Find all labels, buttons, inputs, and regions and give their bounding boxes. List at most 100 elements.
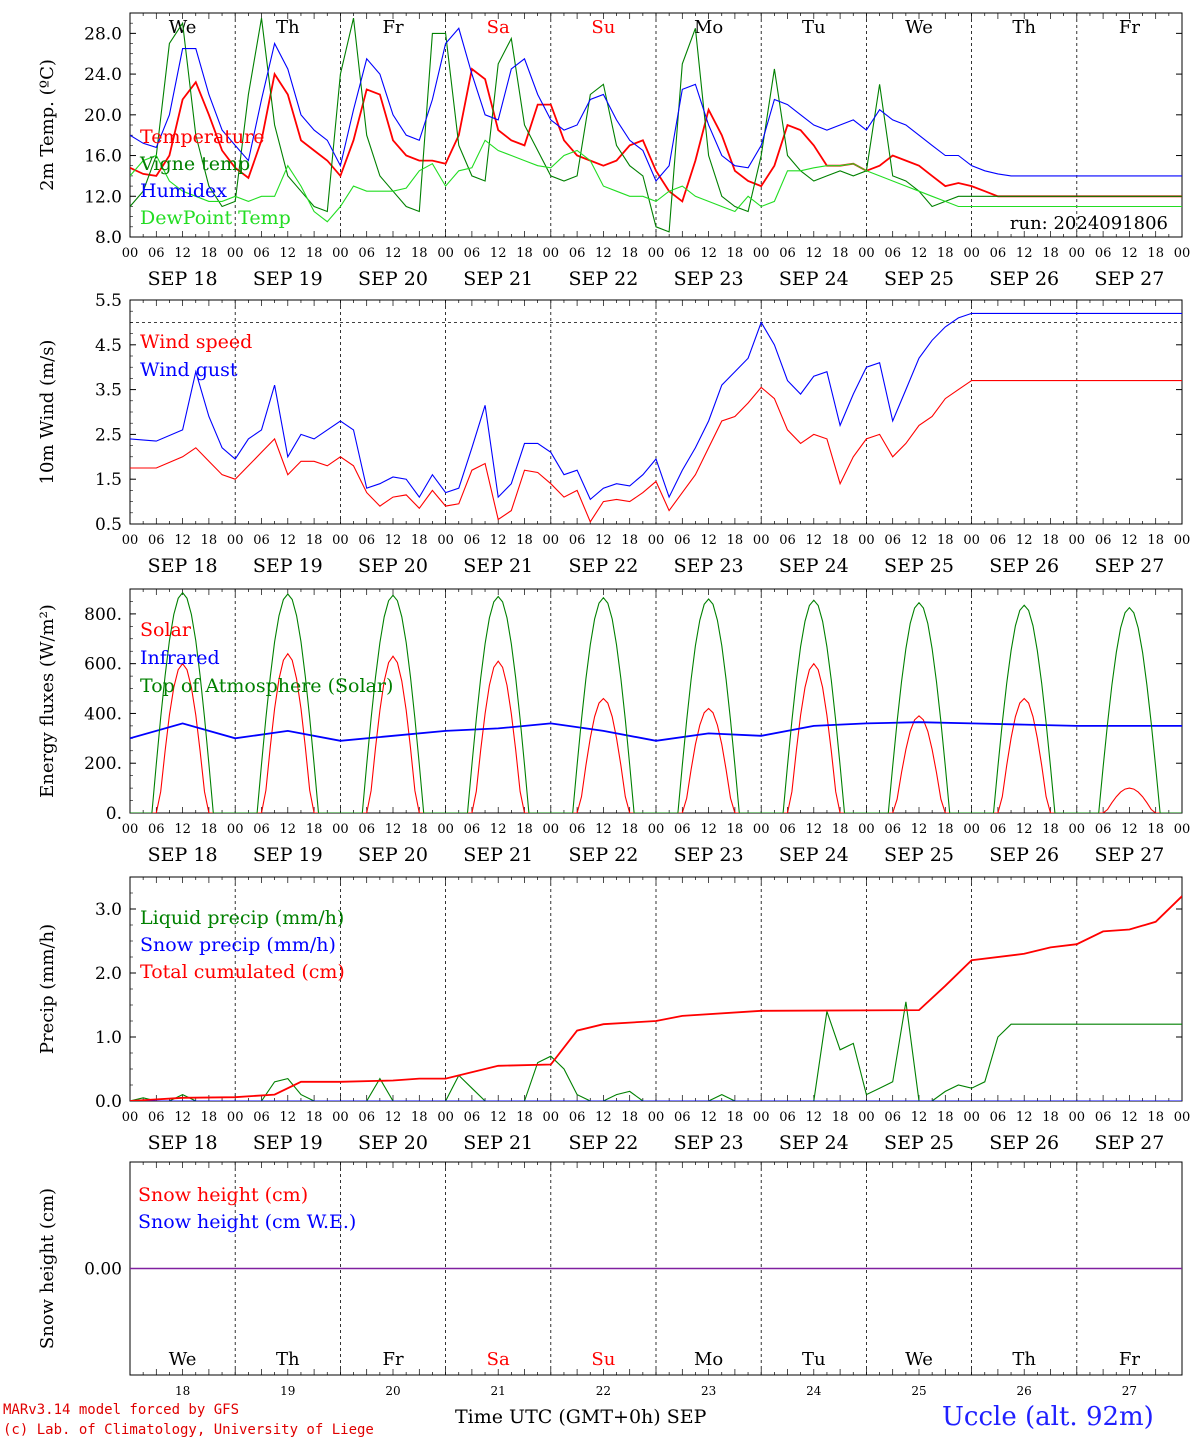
hour-label: 12 <box>806 533 823 548</box>
hour-label: 12 <box>490 822 507 837</box>
hour-label: 00 <box>858 822 875 837</box>
hour-label: 12 <box>280 246 297 261</box>
hour-label: 12 <box>806 822 823 837</box>
hour-label: 18 <box>201 1110 218 1125</box>
date-number-label: 25 <box>911 1384 926 1398</box>
hour-label: 06 <box>253 246 270 261</box>
hour-label: 06 <box>990 822 1007 837</box>
date-label: SEP 18 <box>148 268 218 290</box>
hour-label: 18 <box>516 1110 533 1125</box>
hour-label: 00 <box>963 1110 980 1125</box>
y-tick-label: 1.0 <box>95 1028 122 1048</box>
date-label: SEP 26 <box>989 555 1059 577</box>
weekday-label: Su <box>591 17 615 38</box>
hour-label: 00 <box>437 533 454 548</box>
weekday-label: Tu <box>802 1349 826 1370</box>
legend-entry: Wind gust <box>140 359 238 381</box>
hour-label: 00 <box>753 822 770 837</box>
hour-label: 18 <box>832 822 849 837</box>
hour-label: 00 <box>227 1110 244 1125</box>
hour-label: 00 <box>543 822 560 837</box>
hour-label: 00 <box>1069 533 1086 548</box>
y-axis-label: Precip (mm/h) <box>37 924 58 1054</box>
legend-entry: Humidex <box>140 180 227 202</box>
hour-label: 18 <box>306 533 323 548</box>
hour-label: 12 <box>385 1110 402 1125</box>
date-number-label: 20 <box>385 1384 400 1398</box>
weekday-label: Th <box>276 17 300 38</box>
hour-label: 18 <box>411 533 428 548</box>
series-line-dewpoint-temp <box>130 139 1182 223</box>
hour-label: 12 <box>806 246 823 261</box>
legend-entry: Infrared <box>140 647 220 669</box>
series-line-wind-gust <box>130 312 1182 501</box>
date-label: SEP 25 <box>884 1132 954 1154</box>
hour-label: 12 <box>1016 246 1033 261</box>
legend-entry: Liquid precip (mm/h) <box>140 907 344 929</box>
series-line-humidex <box>130 27 1182 183</box>
hour-label: 12 <box>174 246 191 261</box>
y-tick-label: 4.5 <box>95 336 122 356</box>
date-label: SEP 19 <box>253 1132 323 1154</box>
hour-label: 00 <box>122 246 139 261</box>
hour-label: 06 <box>148 533 165 548</box>
legend-entry: Temperature <box>140 126 264 148</box>
date-label: SEP 18 <box>148 1132 218 1154</box>
panel-2: 0.5 1.5 2.5 3.5 4.5 5.5 10m Wind (m/s) 00 06 12 18… <box>37 291 1190 577</box>
hour-label: 06 <box>884 1110 901 1125</box>
hour-label: 12 <box>595 822 612 837</box>
date-label: SEP 27 <box>1094 1132 1164 1154</box>
date-label: SEP 27 <box>1094 268 1164 290</box>
hour-label: 06 <box>569 533 586 548</box>
hour-label: 06 <box>884 822 901 837</box>
weekday-label: Sa <box>487 17 510 38</box>
hour-label: 06 <box>884 246 901 261</box>
hour-label: 06 <box>990 246 1007 261</box>
hour-label: 00 <box>122 1110 139 1125</box>
series-line-infrared <box>130 721 1182 742</box>
hour-label: 00 <box>648 822 665 837</box>
hour-label: 18 <box>1042 1110 1059 1125</box>
y-tick-label: 20.0 <box>84 106 122 126</box>
hour-label: 06 <box>358 246 375 261</box>
date-label: SEP 22 <box>568 1132 638 1154</box>
hour-label: 12 <box>490 533 507 548</box>
hour-label: 00 <box>227 533 244 548</box>
hour-label: 00 <box>1069 1110 1086 1125</box>
hour-label: 06 <box>884 533 901 548</box>
hour-label: 18 <box>727 822 744 837</box>
hour-label: 18 <box>1042 533 1059 548</box>
hour-label: 00 <box>543 1110 560 1125</box>
legend-entry: Solar <box>140 619 192 641</box>
hour-label: 18 <box>1042 822 1059 837</box>
hour-label: 00 <box>1069 822 1086 837</box>
date-label: SEP 20 <box>358 844 428 866</box>
hour-label: 00 <box>122 822 139 837</box>
hour-label: 00 <box>227 822 244 837</box>
hour-label: 12 <box>595 533 612 548</box>
date-label: SEP 23 <box>674 268 744 290</box>
y-tick-label: 28.0 <box>84 24 122 44</box>
hour-label: 12 <box>911 246 928 261</box>
hour-label: 00 <box>332 822 349 837</box>
date-label: SEP 23 <box>674 1132 744 1154</box>
y-tick-label: 1.5 <box>95 470 122 490</box>
hour-label: 18 <box>937 533 954 548</box>
hour-label: 12 <box>174 1110 191 1125</box>
hour-label: 18 <box>621 246 638 261</box>
hour-label: 18 <box>306 1110 323 1125</box>
y-tick-label: 0.5 <box>95 515 122 535</box>
hour-label: 00 <box>437 822 454 837</box>
weekday-label: Fr <box>1119 1349 1140 1370</box>
hour-label: 06 <box>464 1110 481 1125</box>
hour-label: 12 <box>806 1110 823 1125</box>
date-label: SEP 19 <box>253 844 323 866</box>
hour-label: 18 <box>516 533 533 548</box>
date-label: SEP 22 <box>568 844 638 866</box>
y-tick-label: 8.0 <box>95 228 122 248</box>
y-axis-label: Energy fluxes (W/m²) <box>37 604 58 798</box>
weekday-label: Fr <box>382 1349 403 1370</box>
date-label: SEP 19 <box>253 268 323 290</box>
hour-label: 00 <box>963 533 980 548</box>
legend-entry: Total cumulated (cm) <box>140 961 345 983</box>
